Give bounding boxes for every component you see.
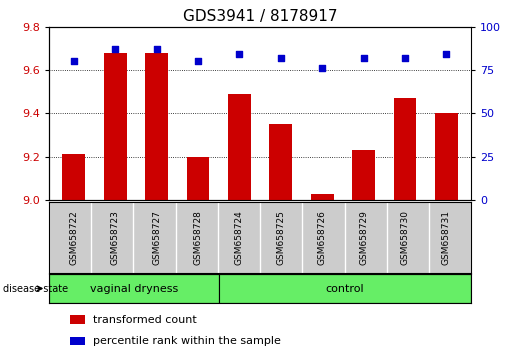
Bar <box>219 274 471 303</box>
Bar <box>104 52 127 200</box>
Text: GSM658723: GSM658723 <box>111 210 119 265</box>
Text: GSM658730: GSM658730 <box>401 210 409 265</box>
Bar <box>70 337 85 345</box>
Bar <box>311 194 334 200</box>
Point <box>401 55 409 61</box>
Text: GSM658724: GSM658724 <box>235 210 244 264</box>
Point <box>194 58 202 64</box>
Text: GSM658728: GSM658728 <box>194 210 202 265</box>
Text: GSM658727: GSM658727 <box>152 210 161 265</box>
Text: disease state: disease state <box>3 284 67 293</box>
Text: vaginal dryness: vaginal dryness <box>90 284 178 293</box>
Bar <box>49 274 219 303</box>
Bar <box>269 124 292 200</box>
Point <box>359 55 368 61</box>
Title: GDS3941 / 8178917: GDS3941 / 8178917 <box>183 9 337 24</box>
Text: GSM658731: GSM658731 <box>442 210 451 265</box>
Text: GSM658726: GSM658726 <box>318 210 327 265</box>
Text: GSM658722: GSM658722 <box>69 210 78 264</box>
Bar <box>145 52 168 200</box>
Point <box>277 55 285 61</box>
Point <box>442 51 451 57</box>
Text: GSM658725: GSM658725 <box>276 210 285 265</box>
Bar <box>70 315 85 324</box>
Point <box>152 46 161 52</box>
Point <box>235 51 244 57</box>
Text: percentile rank within the sample: percentile rank within the sample <box>93 336 281 346</box>
Text: GSM658729: GSM658729 <box>359 210 368 265</box>
Text: control: control <box>325 284 364 293</box>
Bar <box>393 98 416 200</box>
Bar <box>435 113 458 200</box>
Point <box>111 46 119 52</box>
Bar <box>62 154 85 200</box>
Point <box>70 58 78 64</box>
Point <box>318 65 327 71</box>
Bar <box>186 156 210 200</box>
Bar <box>228 94 251 200</box>
Text: transformed count: transformed count <box>93 315 197 325</box>
Bar <box>352 150 375 200</box>
